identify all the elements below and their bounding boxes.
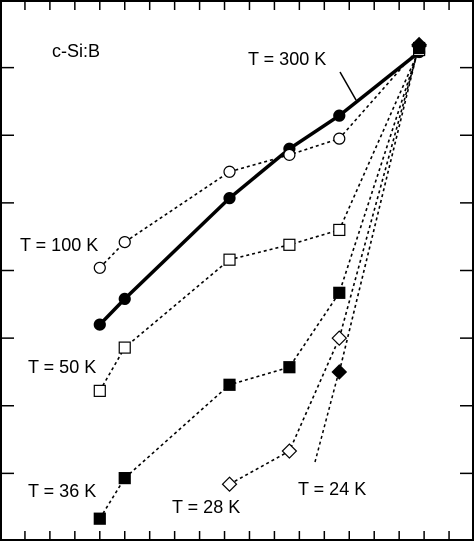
- marker: [333, 132, 346, 145]
- marker: [221, 476, 238, 493]
- marker: [281, 443, 298, 459]
- marker: [118, 341, 131, 354]
- marker: [223, 253, 236, 266]
- series-label: T = 36 K: [28, 481, 96, 501]
- marker: [283, 148, 296, 161]
- marker: [93, 512, 106, 525]
- series-line: [99, 47, 420, 269]
- marker: [93, 318, 106, 331]
- label-leader: [339, 71, 357, 101]
- series-label: T = 28 K: [172, 497, 240, 517]
- marker: [93, 384, 106, 397]
- marker: [331, 364, 348, 380]
- marker: [331, 330, 348, 346]
- marker: [118, 292, 131, 306]
- marker: [93, 261, 106, 274]
- marker: [223, 165, 236, 178]
- marker: [333, 223, 346, 237]
- series-label: T = 300 K: [248, 49, 326, 69]
- marker: [283, 238, 296, 251]
- marker: [333, 286, 346, 299]
- series-line: [99, 47, 420, 520]
- series-label: T = 24 K: [298, 479, 366, 499]
- series-label: T = 100 K: [20, 235, 98, 255]
- chart-title: c-Si:B: [52, 41, 100, 61]
- series-label: T = 50 K: [28, 357, 96, 377]
- marker: [118, 235, 131, 249]
- marker: [223, 192, 236, 205]
- series-line: [99, 49, 420, 392]
- marker: [411, 36, 427, 53]
- marker: [333, 109, 346, 122]
- label-leader: [314, 374, 339, 463]
- marker: [283, 361, 296, 374]
- series-line: [98, 50, 421, 326]
- series-line: [338, 44, 420, 373]
- marker: [223, 378, 236, 391]
- marker: [118, 472, 131, 485]
- series-line: [229, 45, 420, 485]
